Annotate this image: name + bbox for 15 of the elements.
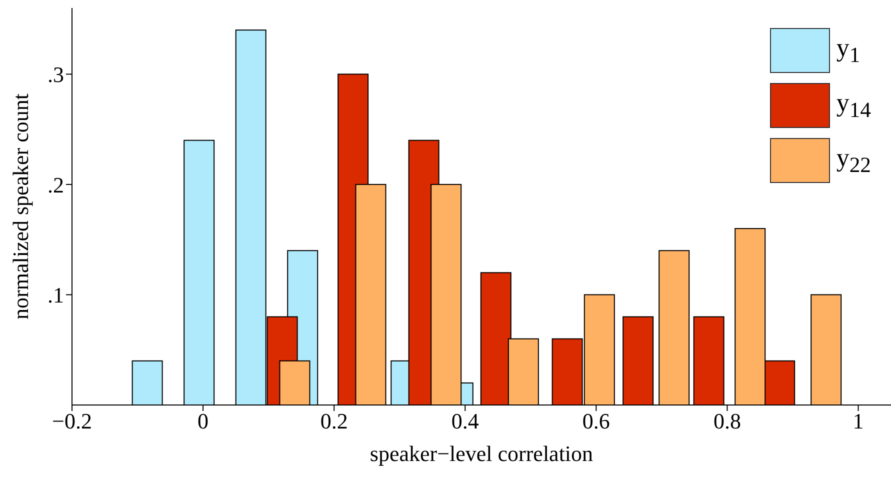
x-tick-label: 0.6 <box>582 408 610 434</box>
x-tick-label: 0.2 <box>320 408 348 434</box>
y-tick-label: .2 <box>48 172 64 198</box>
y-tick-label: .3 <box>48 62 64 87</box>
x-tick-label: 1 <box>852 408 864 434</box>
legend-label: y$_{14}$ <box>836 88 871 122</box>
x-axis-title: speaker−level correlation <box>370 441 594 466</box>
x-tick-label: 0.8 <box>713 408 741 434</box>
y-tick-label: .1 <box>48 282 64 308</box>
y-axis-title: normalized speaker count <box>8 93 33 320</box>
legend-label: y$_{1}$ <box>836 32 860 67</box>
x-tick-label: 0.4 <box>451 408 479 434</box>
legend-label: y$_{22}$ <box>836 142 871 177</box>
x-tick-label: 0 <box>198 408 209 434</box>
x-tick-label: −0.2 <box>52 408 92 434</box>
